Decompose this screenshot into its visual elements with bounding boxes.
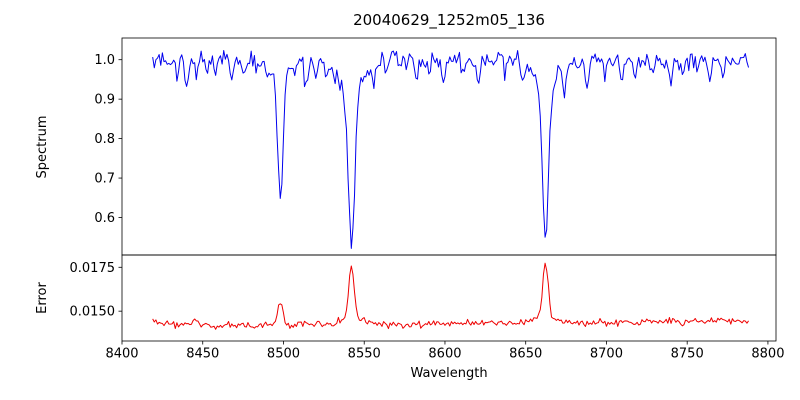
x-tick-label: 8650 <box>509 347 542 362</box>
y-tick-label: 0.0150 <box>70 305 116 320</box>
error-line <box>152 262 749 330</box>
bottom-panel-frame <box>121 254 777 342</box>
y-tick-label: 1.0 <box>94 53 115 68</box>
y-tick-label: 0.0175 <box>70 261 116 276</box>
x-axis-label: Wavelength <box>410 366 487 381</box>
y-tick-label: 0.7 <box>94 172 115 187</box>
x-tick-label: 8500 <box>267 347 300 362</box>
y-tick-label: 0.9 <box>94 93 115 108</box>
x-tick-label: 8750 <box>671 347 704 362</box>
x-tick-label: 8400 <box>105 347 138 362</box>
y-axis-label-spectrum: Spectrum <box>35 116 50 179</box>
x-tick-label: 8800 <box>751 347 784 362</box>
chart-title: 20040629_1252m05_136 <box>353 11 545 30</box>
x-tick-label: 8600 <box>428 347 461 362</box>
x-tick-label: 8550 <box>348 347 381 362</box>
x-tick-label: 8450 <box>186 347 219 362</box>
y-tick-label: 0.6 <box>94 211 115 226</box>
axis-ticks: 8400 8450 8500 8550 8600 8650 8700 8750 8800 1.0 0… <box>70 53 785 361</box>
y-axis-label-error: Error <box>35 282 50 314</box>
y-tick-label: 0.8 <box>94 132 115 147</box>
x-tick-label: 8700 <box>590 347 623 362</box>
spectrum-line <box>152 50 750 249</box>
